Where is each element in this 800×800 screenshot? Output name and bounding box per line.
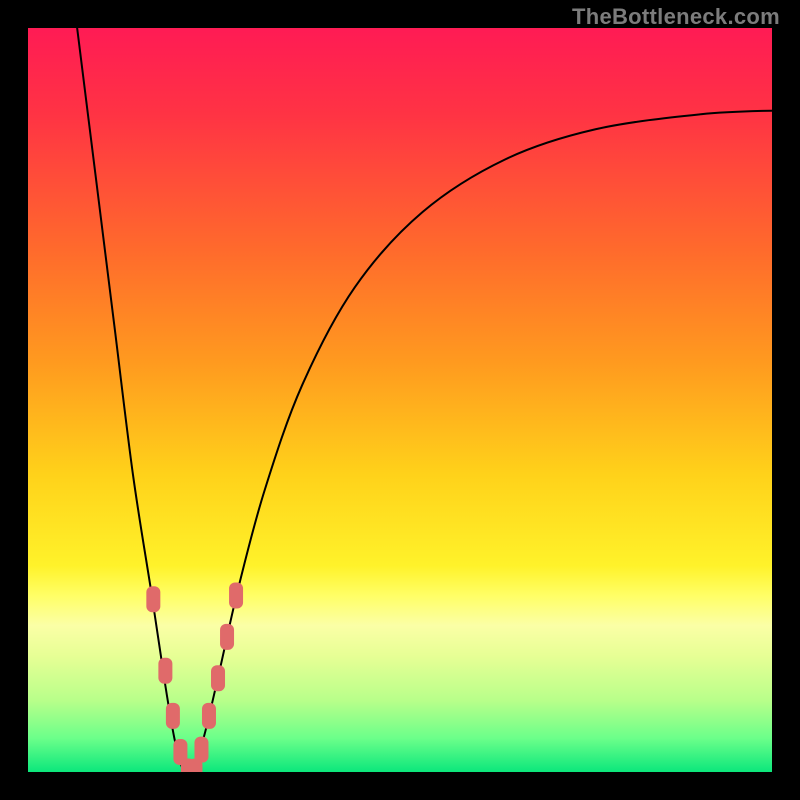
bottleneck-chart-svg xyxy=(0,0,800,800)
data-marker xyxy=(202,703,216,729)
data-marker xyxy=(146,586,160,612)
data-marker xyxy=(194,737,208,763)
data-marker xyxy=(166,703,180,729)
plot-background xyxy=(24,24,776,776)
chart-container: TheBottleneck.com xyxy=(0,0,800,800)
data-marker xyxy=(158,658,172,684)
data-marker xyxy=(229,583,243,609)
data-marker xyxy=(211,665,225,691)
data-marker xyxy=(220,624,234,650)
